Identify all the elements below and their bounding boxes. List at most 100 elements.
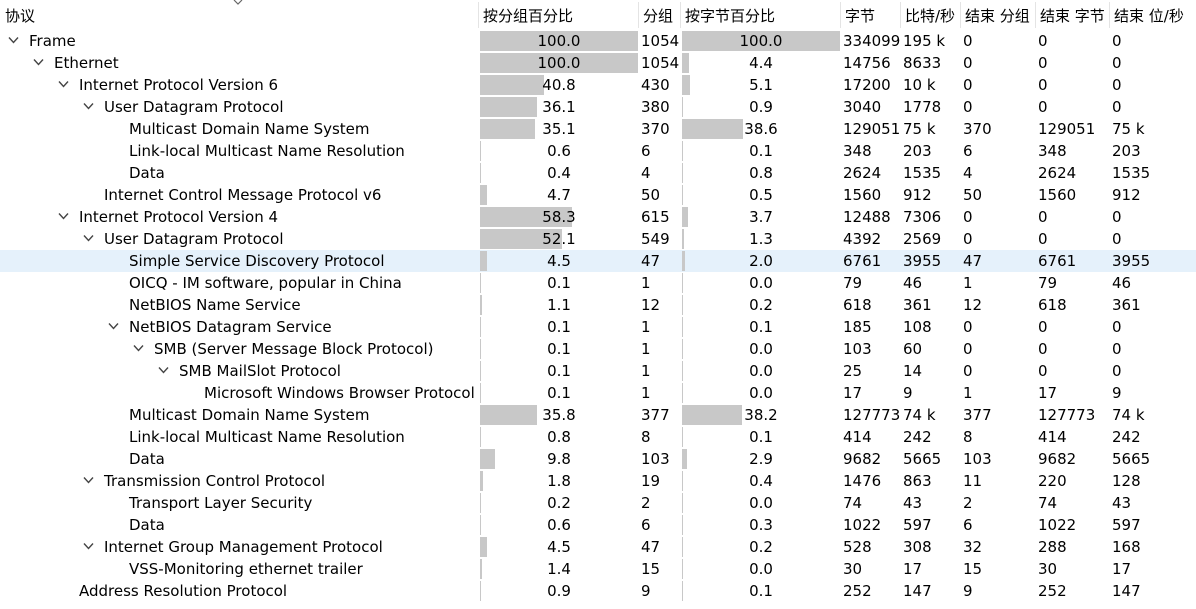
packets-cell: 1 <box>641 318 651 336</box>
tree-row[interactable]: Frame 100.0 100.0 1054 334099 195 k 0 0 0 <box>0 30 1196 52</box>
percent-bar <box>480 493 481 513</box>
tree-row[interactable]: Simple Service Discovery Protocol 4.5 2.0 4… <box>0 250 1196 272</box>
column-separator[interactable] <box>638 2 639 28</box>
pct-packets-cell: 0.2 <box>480 492 638 514</box>
chevron-down-icon[interactable] <box>33 58 44 66</box>
chevron-down-icon[interactable] <box>158 366 169 374</box>
column-separator[interactable] <box>1109 2 1110 28</box>
tree-row[interactable]: Link-local Multicast Name Resolution 0.6 0… <box>0 140 1196 162</box>
column-separator[interactable] <box>960 2 961 28</box>
column-header-end-packets[interactable]: 结束 分组 <box>965 7 1030 25</box>
tree-row[interactable]: SMB MailSlot Protocol 0.1 0.0 1 25 14 0 0 0 <box>0 360 1196 382</box>
protocol-name: NetBIOS Datagram Service <box>129 318 332 336</box>
chevron-down-icon[interactable] <box>83 234 94 242</box>
percent-bar <box>682 471 683 491</box>
percent-bar <box>480 119 535 139</box>
tree-row[interactable]: Internet Group Management Protocol 4.5 0.2… <box>0 536 1196 558</box>
percent-value: 38.6 <box>744 120 778 138</box>
chevron-down-icon[interactable] <box>133 344 144 352</box>
column-header-packets[interactable]: 分组 <box>643 7 674 25</box>
end-packets-cell: 0 <box>963 230 973 248</box>
tree-row[interactable]: Ethernet 100.0 4.4 1054 14756 8633 0 0 0 <box>0 52 1196 74</box>
percent-bar <box>682 185 683 205</box>
tree-row[interactable]: Multicast Domain Name System 35.1 38.6 370 1… <box>0 118 1196 140</box>
column-separator[interactable] <box>900 2 901 28</box>
percent-bar <box>682 207 688 227</box>
protocol-name: NetBIOS Name Service <box>129 296 301 314</box>
packets-cell: 6 <box>641 516 651 534</box>
bits-per-second-cell: 1535 <box>903 164 942 182</box>
chevron-down-icon[interactable] <box>83 476 94 484</box>
column-header-bar: 协议 按分组百分比 分组 按字节百分比 字节 比特/秒 结束 分组 结束 字节 … <box>0 0 1196 30</box>
end-bits-per-second-cell: 0 <box>1112 208 1122 226</box>
tree-row[interactable]: SMB (Server Message Block Protocol) 0.1 0.… <box>0 338 1196 360</box>
column-header-end-bytes[interactable]: 结束 字节 <box>1040 7 1105 25</box>
pct-packets-cell: 0.8 <box>480 426 638 448</box>
pct-bytes-cell: 0.0 <box>682 492 840 514</box>
chevron-down-icon[interactable] <box>58 212 69 220</box>
protocol-name: Data <box>129 164 165 182</box>
column-separator[interactable] <box>478 2 479 28</box>
tree-row[interactable]: Link-local Multicast Name Resolution 0.8 0… <box>0 426 1196 448</box>
percent-value: 0.3 <box>749 516 773 534</box>
end-bytes-cell: 1560 <box>1038 186 1077 204</box>
tree-row[interactable]: User Datagram Protocol 36.1 0.9 380 3040 1778… <box>0 96 1196 118</box>
end-packets-cell: 0 <box>963 208 973 226</box>
tree-row[interactable]: Data 0.4 0.8 4 2624 1535 4 2624 1535 <box>0 162 1196 184</box>
end-bits-per-second-cell: 0 <box>1112 340 1122 358</box>
column-separator[interactable] <box>840 2 841 28</box>
end-bits-per-second-cell: 168 <box>1112 538 1141 556</box>
column-separator[interactable] <box>680 2 681 28</box>
column-header-bits-per-second[interactable]: 比特/秒 <box>905 7 956 25</box>
end-bits-per-second-cell: 74 k <box>1112 406 1145 424</box>
column-header-protocol[interactable]: 协议 <box>5 7 36 25</box>
tree-row[interactable]: Transport Layer Security 0.2 0.0 2 74 43 2 74 43 <box>0 492 1196 514</box>
tree-row[interactable]: NetBIOS Datagram Service 0.1 0.1 1 185 108 0 0 0 <box>0 316 1196 338</box>
percent-value: 1.3 <box>749 230 773 248</box>
column-header-pct-packets[interactable]: 按分组百分比 <box>483 7 574 25</box>
tree-row[interactable]: VSS-Monitoring ethernet trailer 1.4 0.0 15 3… <box>0 558 1196 580</box>
column-header-end-bits-per-second[interactable]: 结束 位/秒 <box>1114 7 1184 25</box>
percent-value: 0.1 <box>547 384 571 402</box>
tree-row[interactable]: Internet Protocol Version 4 58.3 3.7 615 124… <box>0 206 1196 228</box>
tree-row[interactable]: Microsoft Windows Browser Protocol 0.1 0.0… <box>0 382 1196 404</box>
end-packets-cell: 0 <box>963 362 973 380</box>
pct-packets-cell: 4.5 <box>480 250 638 272</box>
tree-row[interactable]: NetBIOS Name Service 1.1 0.2 12 618 361 12 618 3… <box>0 294 1196 316</box>
packets-cell: 1 <box>641 274 651 292</box>
packets-cell: 50 <box>641 186 661 204</box>
percent-value: 1.4 <box>547 560 571 578</box>
tree-row[interactable]: Transmission Control Protocol 1.8 0.4 19 147… <box>0 470 1196 492</box>
tree-row[interactable]: Address Resolution Protocol 0.9 0.1 9 252 147… <box>0 580 1196 602</box>
column-header-bytes[interactable]: 字节 <box>845 7 876 25</box>
tree-row[interactable]: Internet Control Message Protocol v6 4.7 0… <box>0 184 1196 206</box>
bits-per-second-cell: 8633 <box>903 54 942 72</box>
pct-packets-cell: 0.1 <box>480 382 638 404</box>
chevron-down-icon[interactable] <box>58 80 69 88</box>
chevron-down-icon[interactable] <box>8 36 19 44</box>
percent-value: 58.3 <box>542 208 576 226</box>
end-bits-per-second-cell: 361 <box>1112 296 1141 314</box>
tree-row[interactable]: Data 9.8 2.9 103 9682 5665 103 9682 5665 <box>0 448 1196 470</box>
percent-value: 0.1 <box>749 428 773 446</box>
packets-cell: 549 <box>641 230 670 248</box>
tree-row[interactable]: User Datagram Protocol 52.1 1.3 549 4392 2569… <box>0 228 1196 250</box>
chevron-down-icon[interactable] <box>83 542 94 550</box>
column-header-pct-bytes[interactable]: 按字节百分比 <box>685 7 776 25</box>
end-packets-cell: 1 <box>963 384 973 402</box>
tree-row[interactable]: OICQ - IM software, popular in China 0.1 0… <box>0 272 1196 294</box>
tree-row[interactable]: Data 0.6 0.3 6 1022 597 6 1022 597 <box>0 514 1196 536</box>
pct-bytes-cell: 0.1 <box>682 316 840 338</box>
percent-value: 0.1 <box>547 362 571 380</box>
chevron-down-icon[interactable] <box>108 322 119 330</box>
chevron-down-icon[interactable] <box>83 102 94 110</box>
tree-row[interactable]: Multicast Domain Name System 35.8 38.2 377 1… <box>0 404 1196 426</box>
percent-bar <box>682 493 683 513</box>
end-bytes-cell: 288 <box>1038 538 1067 556</box>
bits-per-second-cell: 75 k <box>903 120 936 138</box>
column-separator[interactable] <box>1035 2 1036 28</box>
packets-cell: 1054 <box>641 32 680 50</box>
pct-packets-cell: 1.4 <box>480 558 638 580</box>
tree-row[interactable]: Internet Protocol Version 6 40.8 5.1 430 172… <box>0 74 1196 96</box>
